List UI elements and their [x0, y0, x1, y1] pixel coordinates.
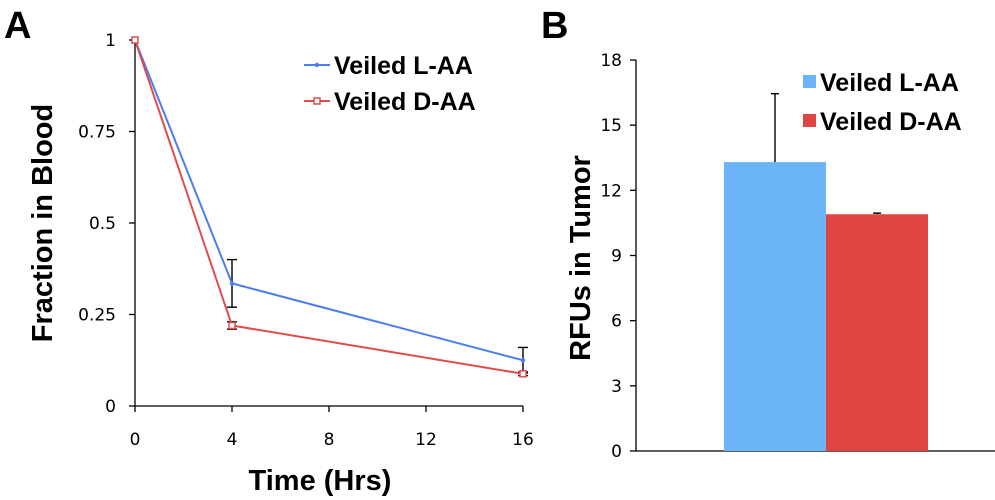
x-tick-labels: 0 4 8 12 16	[130, 430, 534, 450]
bars	[724, 162, 928, 451]
data-point-veiled-d-aa	[131, 36, 139, 44]
legend-marker-veiled-d-aa	[313, 97, 321, 105]
legend: Veiled L-AA Veiled D-AA	[304, 52, 476, 116]
panel-a-letter: A	[4, 5, 31, 47]
y-tick-label: 0	[105, 397, 116, 417]
panel-b-letter: B	[541, 5, 568, 47]
legend: Veiled L-AA Veiled D-AA	[803, 69, 962, 136]
legend-label-veiled-d-aa: Veiled D-AA	[820, 108, 962, 136]
y-tick-labels: 0 0.25 0.5 0.75 1	[78, 31, 116, 417]
data-point-veiled-l-aa	[229, 281, 235, 286]
x-tick-label: 12	[415, 430, 437, 450]
y-tick-labels: 0 3 6 9 12 15 18	[600, 51, 622, 462]
y-axis-title: RFUs in Tumor	[565, 155, 597, 361]
data-point-veiled-l-aa	[520, 358, 526, 363]
bar-veiled-d-aa	[826, 214, 928, 451]
data-point-veiled-d-aa	[228, 321, 236, 330]
error-bar-veiled-d-aa	[873, 212, 881, 215]
x-tick-label: 4	[227, 430, 238, 450]
tumor-rfu-chart: 0 3 6 9 12 15 18 RFUs in Tumor Veiled L-AA Vei…	[565, 51, 995, 462]
legend-label-veiled-l-aa: Veiled L-AA	[334, 52, 473, 80]
y-tick-label: 0.75	[78, 123, 116, 143]
x-tick-label: 16	[512, 430, 534, 450]
y-tick-label: 0.5	[89, 214, 116, 234]
x-tick-label: 8	[324, 430, 335, 450]
x-tick-label: 0	[130, 430, 141, 450]
legend-swatch-veiled-d-aa	[803, 114, 816, 127]
y-axis-title: Fraction in Blood	[27, 104, 59, 342]
error-bar-veiled-l-aa	[771, 92, 779, 163]
axis-ticks	[630, 59, 636, 452]
y-tick-label: 3	[611, 377, 622, 397]
series-markers	[131, 36, 527, 378]
legend-marker-veiled-l-aa	[314, 62, 320, 68]
bar-veiled-l-aa	[724, 162, 826, 451]
y-tick-label: 1	[105, 31, 116, 51]
y-tick-label: 18	[600, 51, 622, 71]
data-point-veiled-d-aa	[519, 370, 527, 378]
y-tick-label: 9	[611, 247, 622, 267]
y-tick-label: 0.25	[78, 306, 116, 326]
y-tick-label: 12	[600, 181, 622, 201]
error-bars	[771, 92, 881, 215]
axis-ticks	[129, 39, 524, 412]
legend-swatch-veiled-l-aa	[803, 75, 816, 88]
legend-label-veiled-l-aa: Veiled L-AA	[820, 69, 959, 97]
error-bars	[227, 258, 528, 377]
y-tick-label: 0	[611, 442, 622, 462]
y-tick-label: 6	[611, 312, 622, 332]
y-tick-label: 15	[600, 116, 622, 136]
x-axis-title: Time (Hrs)	[249, 465, 392, 497]
legend-label-veiled-d-aa: Veiled D-AA	[334, 88, 476, 116]
blood-fraction-chart: 0 0.25 0.5 0.75 1 0 4 8 12 16 Time (Hrs) Fractio…	[27, 31, 534, 497]
